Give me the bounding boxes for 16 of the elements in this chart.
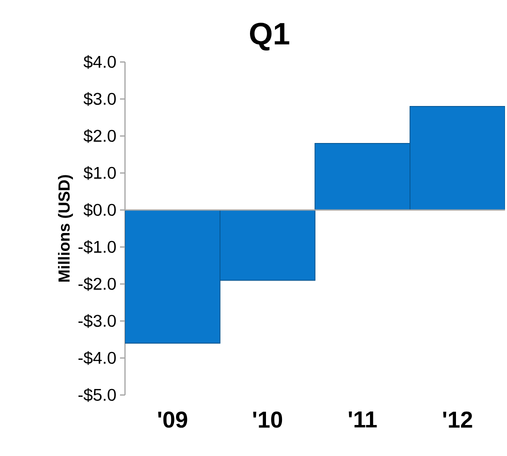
x-tick-label: '09 bbox=[158, 412, 188, 428]
y-tick-label: -$2.0 bbox=[78, 277, 116, 291]
chart-title: Q1 bbox=[250, 22, 290, 50]
y-tick-label: -$5.0 bbox=[78, 388, 116, 402]
y-axis-title: Millions (USD) bbox=[58, 175, 73, 282]
y-tick-label: -$1.0 bbox=[78, 240, 116, 254]
x-tick-label: '11 bbox=[348, 412, 377, 428]
y-tick-label: $4.0 bbox=[84, 55, 116, 69]
x-tick-label: '10 bbox=[253, 412, 282, 428]
x-tick-label: '12 bbox=[443, 412, 472, 428]
y-tick-label: $0.0 bbox=[84, 203, 116, 217]
y-tick-label: $1.0 bbox=[84, 166, 116, 180]
y-tick-label: $3.0 bbox=[84, 92, 116, 106]
y-tick-label: -$3.0 bbox=[78, 314, 116, 328]
y-tick-label: $2.0 bbox=[84, 129, 116, 143]
y-tick-label: -$4.0 bbox=[78, 351, 116, 365]
